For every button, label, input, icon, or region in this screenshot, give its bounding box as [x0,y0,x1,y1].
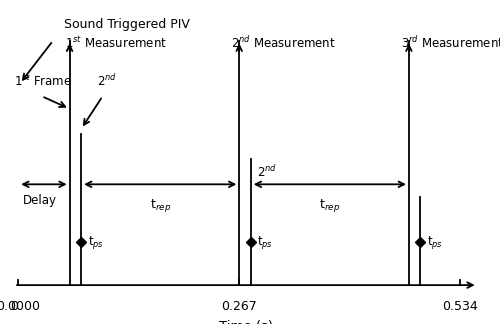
Text: t$_{ps}$: t$_{ps}$ [258,234,274,251]
Text: Time (s): Time (s) [219,320,273,324]
Text: Delay: Delay [22,194,56,207]
Text: t$_{ps}$: t$_{ps}$ [88,234,104,251]
Text: t$_{rep}$: t$_{rep}$ [320,197,340,214]
Text: 0.0000: 0.0000 [0,300,40,313]
Text: 2$^{nd}$ Measurement: 2$^{nd}$ Measurement [231,35,336,51]
Text: 1$^{st}$ Frame: 1$^{st}$ Frame [14,73,72,88]
Text: 2$^{nd}$: 2$^{nd}$ [97,73,117,88]
Text: 3$^{rd}$ Measurement: 3$^{rd}$ Measurement [400,35,500,51]
Text: Sound Triggered PIV: Sound Triggered PIV [64,17,190,30]
Text: 1$^{st}$ Measurement: 1$^{st}$ Measurement [66,35,168,51]
Text: 0: 0 [10,300,18,313]
Text: t$_{ps}$: t$_{ps}$ [427,234,443,251]
Text: 0.534: 0.534 [442,300,478,313]
Text: 0.267: 0.267 [222,300,257,313]
Text: 2$^{nd}$: 2$^{nd}$ [258,164,278,180]
Text: t$_{rep}$: t$_{rep}$ [150,197,171,214]
